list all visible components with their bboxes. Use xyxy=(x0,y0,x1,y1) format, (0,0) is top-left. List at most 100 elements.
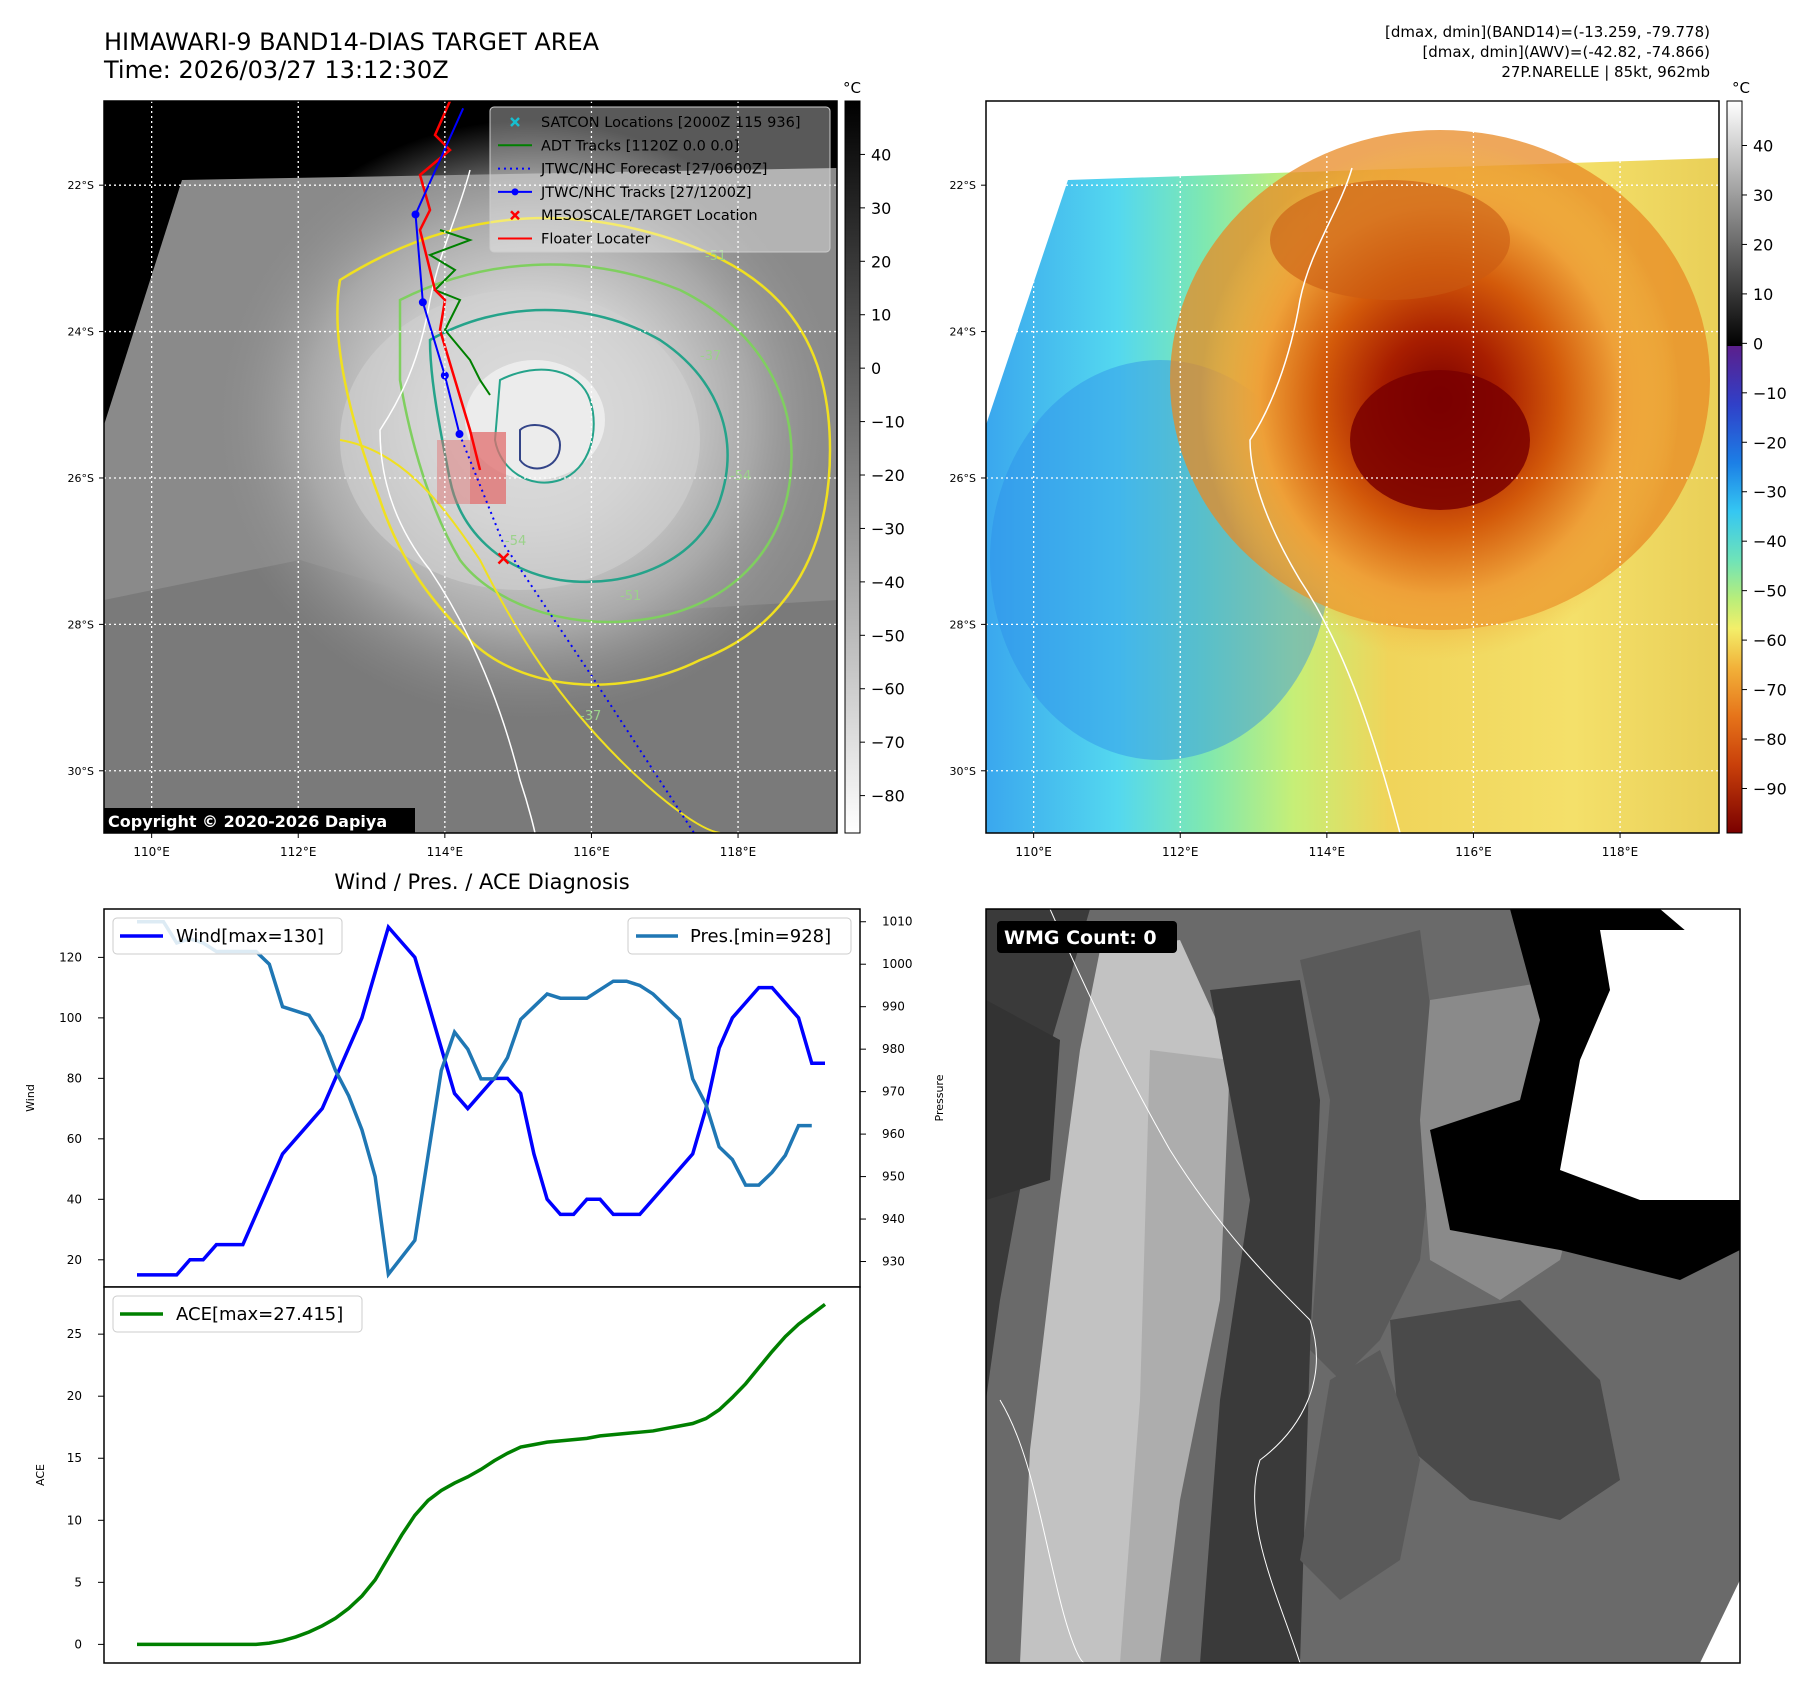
colorbar-tick-label: −80 xyxy=(871,787,905,806)
pressure-tick-label: 930 xyxy=(882,1255,905,1269)
ir-lat-tick-label: 22°S xyxy=(68,179,94,192)
jtwc-track-point xyxy=(418,298,427,307)
pres-legend: Pres.[min=928] xyxy=(627,917,852,955)
awv-lat-tick-label: 24°S xyxy=(950,326,976,339)
pressure-tick-label: 1000 xyxy=(882,957,913,971)
colorbar-tick-label: −50 xyxy=(1753,582,1787,601)
info-line-3: 27P.NARELLE | 85kt, 962mb xyxy=(1501,63,1710,81)
ir-legend-item: SATCON Locations [2000Z 115 936] xyxy=(510,115,800,131)
ir-lat-tick-label: 28°S xyxy=(68,618,94,631)
y-tick-label: 15 xyxy=(67,1451,82,1465)
colorbar-tick-label: −70 xyxy=(1753,681,1787,700)
colorbar-tick-label: −30 xyxy=(1753,483,1787,502)
floater-locater xyxy=(418,101,482,471)
colorbar-tick-label: −40 xyxy=(871,573,905,592)
ir-legend-item: JTWC/NHC Forecast [27/0600Z] xyxy=(498,162,767,178)
y-tick-label: 10 xyxy=(67,1513,82,1527)
y-tick-label: 40 xyxy=(67,1192,82,1206)
ir-legend-item: MESOSCALE/TARGET Location xyxy=(510,208,758,224)
y-tick-label: 0 xyxy=(74,1637,82,1651)
figure-time: Time: 2026/03/27 13:12:30Z xyxy=(104,56,449,84)
colorbar-tick-label: −60 xyxy=(1753,631,1787,650)
wind-ylabel: Wind xyxy=(24,1084,37,1112)
ir-contour-label: -54 xyxy=(505,534,526,549)
awv-lat-tick-label: 22°S xyxy=(950,179,976,192)
awv-lon-tick-label: 116°E xyxy=(1455,845,1492,859)
ir-lon-tick-label: 118°E xyxy=(720,845,757,859)
ir-gridlines xyxy=(104,101,837,833)
ir-contour-label: -37 xyxy=(700,349,721,364)
ir-legend: SATCON Locations [2000Z 115 936] ADT Trac… xyxy=(489,106,831,253)
ir-legend-item: Floater Locater xyxy=(498,232,650,248)
colorbar-tick-label: 30 xyxy=(1753,186,1773,205)
ir-legend-label: ADT Tracks [1120Z 0.0 0.0] xyxy=(541,138,739,154)
ir-contour-label: -51 xyxy=(705,249,726,264)
info-line-2: [dmax, dmin](AWV)=(-42.82, -74.866) xyxy=(1422,43,1710,61)
jtwc-track-point xyxy=(455,430,464,439)
wind-series-line xyxy=(137,923,825,1277)
awv-lat-tick-label: 28°S xyxy=(950,618,976,631)
ir-lon-tick-label: 116°E xyxy=(573,845,610,859)
ir-lat-tick-label: 30°S xyxy=(68,765,94,778)
colorbar-tick-label: −60 xyxy=(871,680,905,699)
y-tick-label: 25 xyxy=(67,1327,82,1341)
y-tick-label: 20 xyxy=(67,1253,82,1267)
colorbar-tick-label: −70 xyxy=(871,733,905,752)
awv-coastline xyxy=(1249,167,1401,833)
colorbar-tick-label: −40 xyxy=(1753,532,1787,551)
ir-lon-tick-label: 110°E xyxy=(133,845,170,859)
ir-legend-label: JTWC/NHC Forecast [27/0600Z] xyxy=(540,162,767,178)
info-line-1: [dmax, dmin](BAND14)=(-13.259, -79.778) xyxy=(1385,23,1710,41)
colorbar-tick-label: −20 xyxy=(871,466,905,485)
colorbar-tick-label: −80 xyxy=(1753,730,1787,749)
ir-lat-tick-label: 26°S xyxy=(68,472,94,485)
target-area-box xyxy=(470,432,506,504)
ace-series-line xyxy=(137,1302,827,1647)
jtwc-track-point xyxy=(440,371,449,380)
awv-lat-tick-label: 30°S xyxy=(950,765,976,778)
colorbar-tick-label: −10 xyxy=(1753,384,1787,403)
ir-lon-tick-label: 112°E xyxy=(280,845,317,859)
awv-lat-tick-label: 26°S xyxy=(950,472,976,485)
jtwc-track-point xyxy=(411,210,420,219)
colorbar-tick-label: −50 xyxy=(871,626,905,645)
ir-contour-label: -37 xyxy=(580,709,601,724)
awv-colorbar-unit: °C xyxy=(1732,79,1750,97)
ir-colorbar-unit: °C xyxy=(843,79,861,97)
pres-legend-label: Pres.[min=928] xyxy=(690,926,831,947)
wind-pres-axes xyxy=(103,908,861,1288)
ir-contour-mid xyxy=(398,263,793,624)
ir-axes-frame xyxy=(103,100,838,834)
y-tick-label: 120 xyxy=(59,950,82,964)
ace-legend-label: ACE[max=27.415] xyxy=(176,1304,343,1325)
ir-colorbar xyxy=(844,100,861,834)
y-tick-label: 80 xyxy=(67,1071,82,1085)
wmg-dark-band xyxy=(1200,980,1320,1663)
figure-title: HIMAWARI-9 BAND14-DIAS TARGET AREA xyxy=(104,28,600,56)
ir-contour-label: -54 xyxy=(730,469,751,484)
target-location-marker xyxy=(497,552,510,565)
ir-legend-label: Floater Locater xyxy=(541,232,650,248)
awv-colorbar-cold xyxy=(1727,346,1742,833)
copyright-text: Copyright © 2020-2026 Dapiya xyxy=(108,812,387,831)
adt-track xyxy=(427,229,491,396)
awv-lon-tick-label: 118°E xyxy=(1602,845,1639,859)
wmg-label-box xyxy=(997,921,1177,953)
pressure-tick-label: 950 xyxy=(882,1170,905,1184)
colorbar-tick-label: −10 xyxy=(871,413,905,432)
awv-lon-tick-label: 110°E xyxy=(1015,845,1052,859)
y-tick-label: 60 xyxy=(67,1132,82,1146)
wmg-count-label: WMG Count: 0 xyxy=(1004,927,1157,949)
colorbar-tick-label: 20 xyxy=(1753,235,1773,254)
colorbar-tick-label: 40 xyxy=(871,145,891,164)
ir-legend-label: JTWC/NHC Tracks [27/1200Z] xyxy=(540,185,752,201)
pressure-tick-label: 940 xyxy=(882,1212,905,1226)
awv-lon-tick-label: 114°E xyxy=(1309,845,1346,859)
ir-lat-tick-label: 24°S xyxy=(68,326,94,339)
wmg-white-region xyxy=(1560,930,1740,1200)
colorbar-tick-label: 0 xyxy=(871,359,881,378)
awv-lon-tick-label: 112°E xyxy=(1162,845,1199,859)
colorbar-tick-label: −90 xyxy=(1753,779,1787,798)
awv-colorbar-warm xyxy=(1727,101,1742,346)
